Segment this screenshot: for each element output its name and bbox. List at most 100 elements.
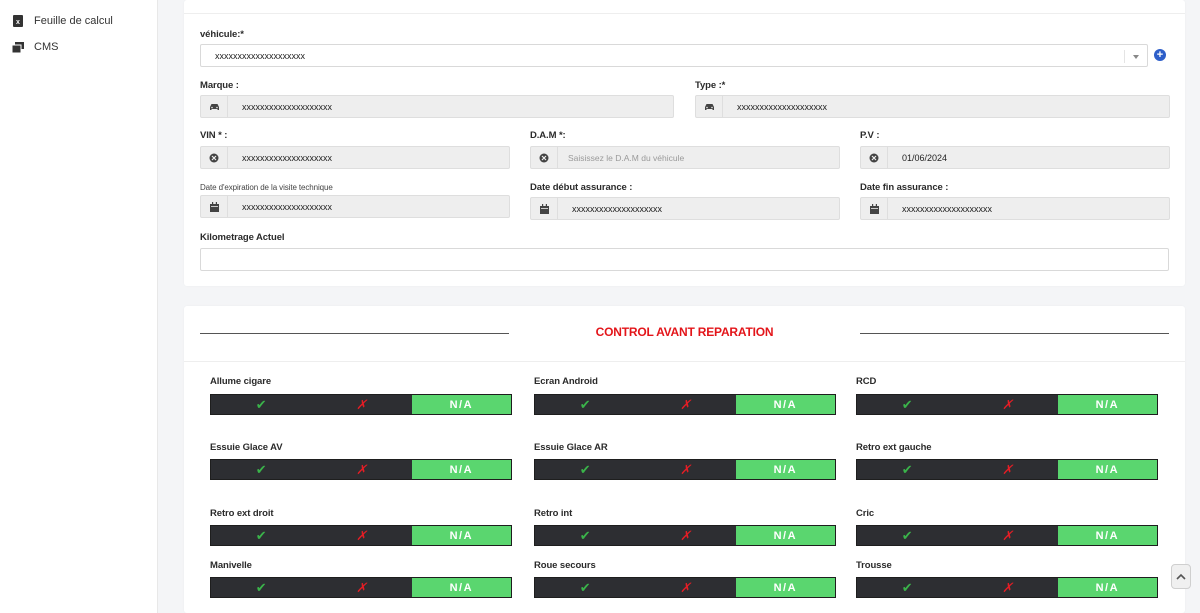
na-option[interactable]: N/A — [1057, 395, 1157, 414]
na-option[interactable]: N/A — [411, 395, 511, 414]
barcode-icon — [531, 147, 558, 168]
vehicle-label: véhicule:* — [200, 29, 244, 40]
divider — [1124, 50, 1125, 63]
ko-option[interactable]: ✗ — [635, 460, 736, 479]
dam-placeholder: Saisissez le D.A.M du véhicule — [568, 153, 685, 163]
type-field[interactable]: xxxxxxxxxxxxxxxxxxxx — [695, 95, 1170, 118]
pv-field[interactable]: 01/06/2024 — [860, 146, 1170, 169]
tri-state-toggle: ✔ ✗ N/A — [210, 459, 512, 480]
marque-label: Marque : — [200, 80, 239, 91]
add-vehicle-button[interactable]: + — [1154, 49, 1166, 61]
na-option[interactable]: N/A — [735, 578, 835, 597]
ko-option[interactable]: ✗ — [957, 526, 1058, 545]
kilometrage-input[interactable] — [200, 248, 1169, 271]
car-icon — [201, 96, 228, 117]
ok-option[interactable]: ✔ — [211, 460, 312, 479]
ko-option[interactable]: ✗ — [957, 460, 1058, 479]
barcode-icon — [861, 147, 888, 168]
ok-option[interactable]: ✔ — [211, 526, 312, 545]
vin-field[interactable]: xxxxxxxxxxxxxxxxxxxx — [200, 146, 510, 169]
dam-field[interactable]: Saisissez le D.A.M du véhicule — [530, 146, 840, 169]
na-option[interactable]: N/A — [1057, 578, 1157, 597]
na-option[interactable]: N/A — [1057, 526, 1157, 545]
na-option[interactable]: N/A — [735, 526, 835, 545]
ko-option[interactable]: ✗ — [635, 395, 736, 414]
calendar-icon — [201, 196, 228, 217]
ko-option[interactable]: ✗ — [635, 526, 736, 545]
sidebar-item-cms[interactable]: CMS — [12, 38, 58, 56]
calendar-icon — [861, 198, 888, 219]
barcode-icon — [201, 147, 228, 168]
sidebar-item-label: CMS — [34, 41, 59, 53]
ko-option[interactable]: ✗ — [311, 395, 412, 414]
svg-text:x: x — [16, 19, 20, 26]
ko-option[interactable]: ✗ — [311, 460, 412, 479]
expiration-label: Date d'expiration de la visite technique — [200, 183, 333, 192]
control-item-label: RCD — [856, 376, 877, 387]
ok-option[interactable]: ✔ — [857, 526, 958, 545]
debut-assurance-label: Date début assurance : — [530, 182, 633, 193]
debut-assurance-field[interactable]: xxxxxxxxxxxxxxxxxxxx — [530, 197, 840, 220]
ko-option[interactable]: ✗ — [957, 578, 1058, 597]
fin-assurance-field[interactable]: xxxxxxxxxxxxxxxxxxxx — [860, 197, 1170, 220]
vehicle-select-value: xxxxxxxxxxxxxxxxxxxx — [215, 51, 305, 61]
control-item-label: Roue secours — [534, 560, 596, 571]
ok-option[interactable]: ✔ — [211, 395, 312, 414]
na-option[interactable]: N/A — [411, 526, 511, 545]
ko-option[interactable]: ✗ — [311, 526, 412, 545]
na-option[interactable]: N/A — [1057, 460, 1157, 479]
sidebar-item-feuille-de-calcul[interactable]: x Feuille de calcul — [12, 12, 113, 30]
ok-option[interactable]: ✔ — [535, 526, 636, 545]
marque-value: xxxxxxxxxxxxxxxxxxxx — [242, 102, 332, 112]
control-item-label: Ecran Android — [534, 376, 598, 387]
control-item-label: Retro ext droit — [210, 508, 274, 519]
ko-option[interactable]: ✗ — [957, 395, 1058, 414]
na-option[interactable]: N/A — [411, 460, 511, 479]
tri-state-toggle: ✔ ✗ N/A — [856, 525, 1158, 546]
chevron-up-icon — [1176, 573, 1186, 580]
ko-option[interactable]: ✗ — [635, 578, 736, 597]
na-option[interactable]: N/A — [411, 578, 511, 597]
fin-assurance-label: Date fin assurance : — [860, 182, 949, 193]
ok-option[interactable]: ✔ — [535, 395, 636, 414]
control-item-label: Cric — [856, 508, 875, 519]
tri-state-toggle: ✔ ✗ N/A — [534, 394, 836, 415]
control-item-label: Retro ext gauche — [856, 442, 932, 453]
na-option[interactable]: N/A — [735, 460, 835, 479]
marque-field[interactable]: xxxxxxxxxxxxxxxxxxxx — [200, 95, 674, 118]
divider — [860, 333, 1169, 334]
control-item-label: Essuie Glace AV — [210, 442, 283, 453]
expiration-date-value: xxxxxxxxxxxxxxxxxxxx — [242, 202, 332, 212]
ok-option[interactable]: ✔ — [857, 578, 958, 597]
ok-option[interactable]: ✔ — [535, 460, 636, 479]
ok-option[interactable]: ✔ — [857, 460, 958, 479]
tri-state-toggle: ✔ ✗ N/A — [534, 459, 836, 480]
vehicle-info-card: véhicule:* xxxxxxxxxxxxxxxxxxxx + Marque… — [184, 0, 1185, 286]
control-item-label: Manivelle — [210, 560, 252, 571]
vin-label: VIN * : — [200, 130, 228, 141]
ok-option[interactable]: ✔ — [857, 395, 958, 414]
scroll-to-top-button[interactable] — [1171, 564, 1191, 589]
na-option[interactable]: N/A — [735, 395, 835, 414]
control-item-label: Essuie Glace AR — [534, 442, 608, 453]
vehicle-select[interactable]: xxxxxxxxxxxxxxxxxxxx — [200, 44, 1148, 67]
control-card: CONTROL AVANT REPARATION Allume cigare ✔ ✗… — [184, 306, 1185, 613]
ok-option[interactable]: ✔ — [535, 578, 636, 597]
kilometrage-label: Kilometrage Actuel — [200, 232, 285, 243]
ok-option[interactable]: ✔ — [211, 578, 312, 597]
dam-label: D.A.M *: — [530, 130, 566, 141]
tri-state-toggle: ✔ ✗ N/A — [210, 394, 512, 415]
spreadsheet-icon: x — [12, 15, 24, 27]
chevron-down-icon[interactable] — [1133, 55, 1139, 59]
debut-assurance-value: xxxxxxxxxxxxxxxxxxxx — [572, 204, 662, 214]
tri-state-toggle: ✔ ✗ N/A — [210, 525, 512, 546]
ko-option[interactable]: ✗ — [311, 578, 412, 597]
type-value: xxxxxxxxxxxxxxxxxxxx — [737, 102, 827, 112]
sidebar-item-label: Feuille de calcul — [34, 15, 113, 27]
control-item-label: Trousse — [856, 560, 892, 571]
divider — [200, 333, 509, 334]
expiration-date-field[interactable]: xxxxxxxxxxxxxxxxxxxx — [200, 195, 510, 218]
control-item-label: Retro int — [534, 508, 573, 519]
pv-label: P.V : — [860, 130, 880, 141]
pv-value: 01/06/2024 — [902, 153, 948, 163]
